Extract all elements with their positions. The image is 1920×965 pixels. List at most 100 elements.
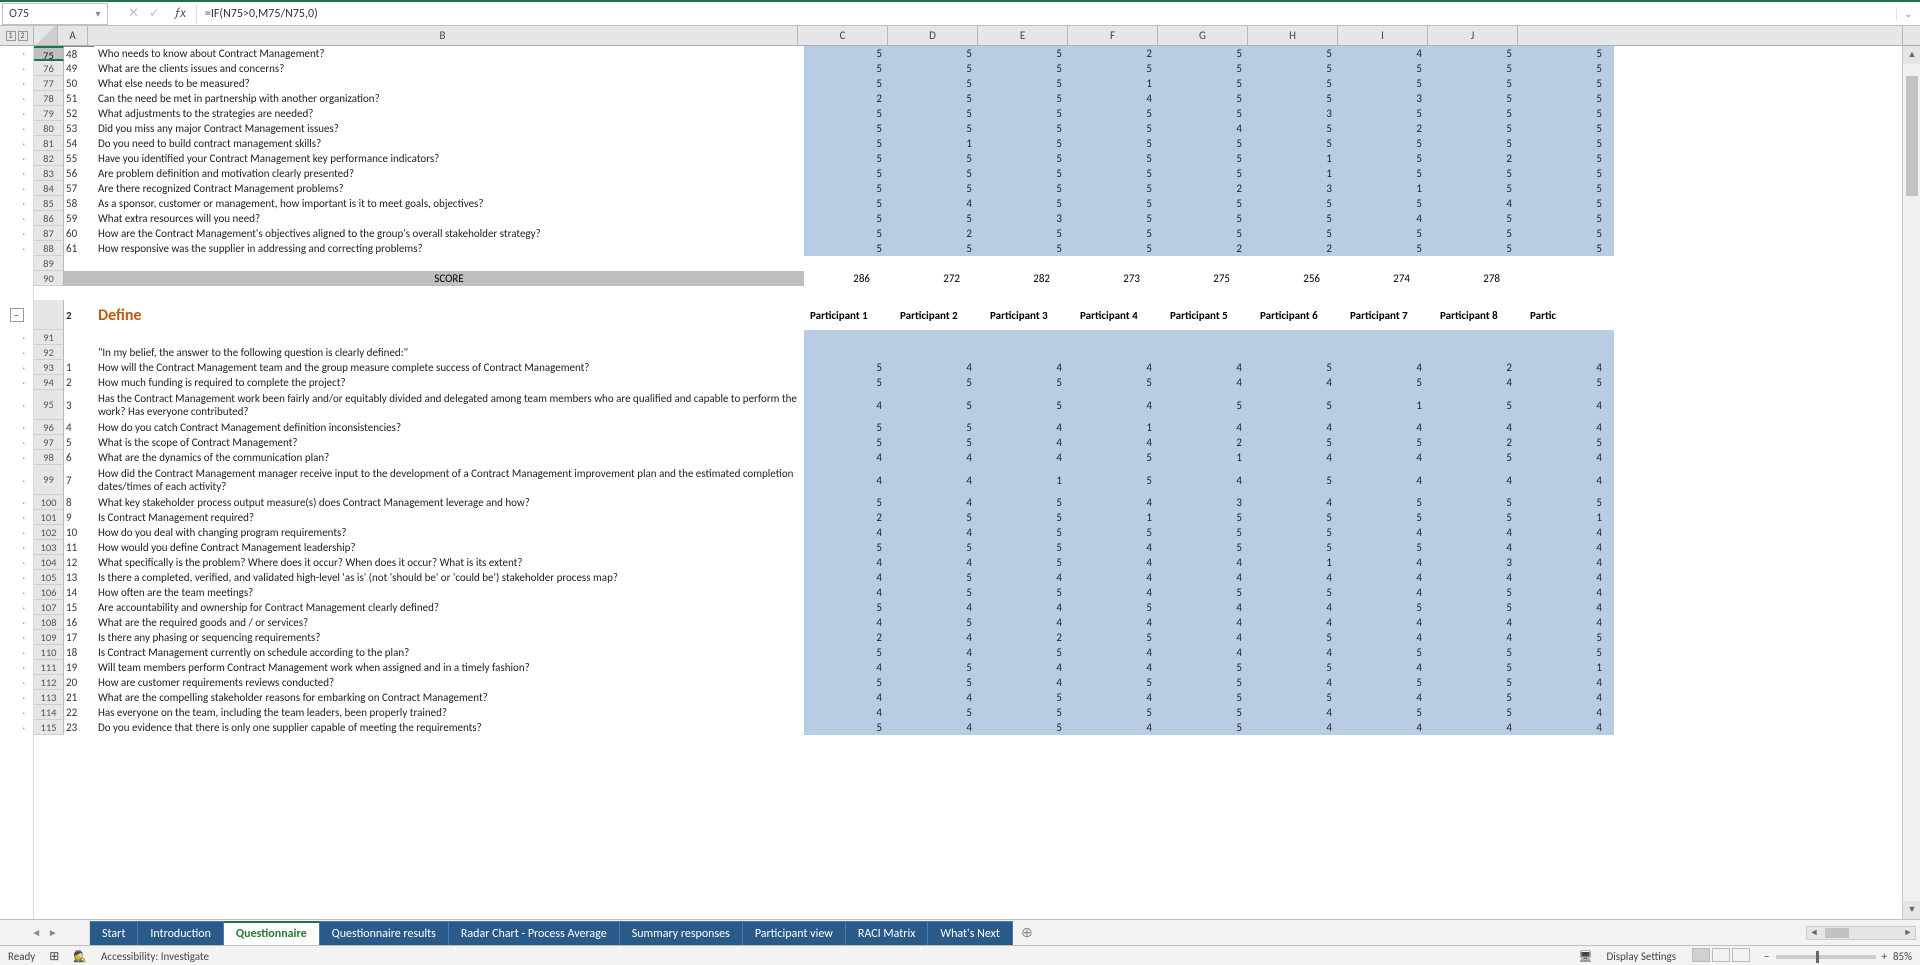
row-header[interactable]: 101 bbox=[34, 510, 64, 525]
cell[interactable]: 5 bbox=[894, 241, 984, 256]
cell[interactable]: 50 bbox=[64, 76, 94, 91]
col-header-D[interactable]: D bbox=[888, 26, 978, 45]
cell[interactable]: 5 bbox=[894, 166, 984, 181]
participant-header[interactable]: Participant 3 bbox=[984, 300, 1074, 330]
cell[interactable]: 5 bbox=[1434, 705, 1524, 720]
cell[interactable]: 5 bbox=[64, 435, 94, 450]
grid-row[interactable]: 8255Have you identified your Contract Ma… bbox=[34, 151, 1902, 166]
cell[interactable]: 2 bbox=[804, 91, 894, 106]
cell[interactable]: 1 bbox=[1074, 510, 1164, 525]
outline-level-buttons[interactable]: 12 bbox=[0, 26, 34, 45]
cell[interactable]: 5 bbox=[1074, 121, 1164, 136]
cell[interactable]: 4 bbox=[1524, 600, 1614, 615]
cell[interactable]: 2 bbox=[804, 630, 894, 645]
cell[interactable]: 5 bbox=[894, 61, 984, 76]
row-header[interactable]: 90 bbox=[34, 271, 64, 286]
cell[interactable]: 5 bbox=[1344, 76, 1434, 91]
cell[interactable]: 5 bbox=[1434, 136, 1524, 151]
cell[interactable]: 15 bbox=[64, 600, 94, 615]
cell[interactable]: 4 bbox=[1254, 450, 1344, 465]
cell[interactable]: 5 bbox=[894, 675, 984, 690]
cell[interactable]: What are the compelling stakeholder reas… bbox=[94, 690, 804, 705]
cell[interactable]: 5 bbox=[804, 136, 894, 151]
cell[interactable]: 4 bbox=[1164, 600, 1254, 615]
cell[interactable]: 5 bbox=[1344, 675, 1434, 690]
cell[interactable] bbox=[894, 330, 984, 345]
row-header[interactable]: 82 bbox=[34, 151, 64, 166]
grid-row[interactable]: 942How much funding is required to compl… bbox=[34, 375, 1902, 390]
grid-row[interactable]: 11220How are customer requirements revie… bbox=[34, 675, 1902, 690]
cell[interactable]: 5 bbox=[1164, 106, 1254, 121]
cell[interactable]: 4 bbox=[1164, 630, 1254, 645]
row-header[interactable]: 95 bbox=[34, 390, 64, 420]
cell[interactable]: 5 bbox=[894, 76, 984, 91]
cell[interactable] bbox=[64, 330, 94, 345]
cell[interactable] bbox=[1254, 345, 1344, 360]
cell[interactable]: 4 bbox=[1074, 495, 1164, 510]
zoom-level[interactable]: 85% bbox=[1893, 950, 1912, 963]
cell[interactable] bbox=[1074, 256, 1164, 271]
cell[interactable]: 5 bbox=[894, 615, 984, 630]
cell[interactable]: 4 bbox=[1074, 360, 1164, 375]
grid-row[interactable]: 10311How would you define Contract Manag… bbox=[34, 540, 1902, 555]
cell[interactable]: 5 bbox=[1524, 375, 1614, 390]
cell[interactable]: 4 bbox=[984, 435, 1074, 450]
row-header[interactable]: 104 bbox=[34, 555, 64, 570]
cell[interactable]: 5 bbox=[1164, 226, 1254, 241]
cell[interactable] bbox=[1524, 330, 1614, 345]
row-header[interactable]: 88 bbox=[34, 241, 64, 256]
cell[interactable]: 5 bbox=[984, 106, 1074, 121]
cell[interactable]: 61 bbox=[64, 241, 94, 256]
zoom-control[interactable]: − + 85% bbox=[1764, 950, 1912, 963]
grid-row[interactable]: 8558As a sponsor, customer or management… bbox=[34, 196, 1902, 211]
select-all-triangle[interactable] bbox=[34, 26, 58, 45]
cell[interactable]: 5 bbox=[984, 121, 1074, 136]
row-header[interactable]: 114 bbox=[34, 705, 64, 720]
cell[interactable]: 5 bbox=[984, 375, 1074, 390]
grid-row[interactable]: 11119Will team members perform Contract … bbox=[34, 660, 1902, 675]
cell[interactable]: How responsive was the supplier in addre… bbox=[94, 241, 804, 256]
col-header-H[interactable]: H bbox=[1248, 26, 1338, 45]
row-header[interactable]: 106 bbox=[34, 585, 64, 600]
cell[interactable]: What are the clients issues and concerns… bbox=[94, 61, 804, 76]
row-header[interactable]: 112 bbox=[34, 675, 64, 690]
cell[interactable]: Is Contract Management required? bbox=[94, 510, 804, 525]
cell[interactable]: What are the dynamics of the communicati… bbox=[94, 450, 804, 465]
cell[interactable]: 4 bbox=[984, 570, 1074, 585]
cell[interactable]: 273 bbox=[1074, 271, 1164, 286]
row-header[interactable]: 85 bbox=[34, 196, 64, 211]
cell[interactable] bbox=[1434, 330, 1524, 345]
cell[interactable] bbox=[804, 256, 894, 271]
row-header[interactable]: 92 bbox=[34, 345, 64, 360]
cell[interactable]: 5 bbox=[1344, 241, 1434, 256]
cell[interactable]: 2 bbox=[1074, 46, 1164, 61]
cell[interactable]: 59 bbox=[64, 211, 94, 226]
cell[interactable]: 5 bbox=[1344, 151, 1434, 166]
cell[interactable]: 4 bbox=[1524, 720, 1614, 735]
cell[interactable]: What is the scope of Contract Management… bbox=[94, 435, 804, 450]
cell[interactable]: 5 bbox=[1164, 510, 1254, 525]
cell[interactable]: 4 bbox=[1344, 555, 1434, 570]
cell[interactable]: 5 bbox=[984, 495, 1074, 510]
cell[interactable]: 5 bbox=[1344, 61, 1434, 76]
row-header[interactable]: 76 bbox=[34, 61, 64, 76]
grid-row[interactable]: 997How did the Contract Management manag… bbox=[34, 465, 1902, 495]
cell[interactable]: What specifically is the problem? Where … bbox=[94, 555, 804, 570]
cell[interactable]: 5 bbox=[1524, 61, 1614, 76]
cell[interactable]: 4 bbox=[1164, 465, 1254, 495]
cell[interactable]: 22 bbox=[64, 705, 94, 720]
grid-row[interactable]: 10412What specifically is the problem? W… bbox=[34, 555, 1902, 570]
cell[interactable]: 14 bbox=[64, 585, 94, 600]
row-header[interactable]: 105 bbox=[34, 570, 64, 585]
sheet-tab[interactable]: Radar Chart - Process Average bbox=[449, 921, 620, 945]
grid-row[interactable]: 7952What adjustments to the strategies a… bbox=[34, 106, 1902, 121]
cell[interactable]: 5 bbox=[1164, 136, 1254, 151]
cell[interactable]: 5 bbox=[1164, 585, 1254, 600]
cell[interactable]: 4 bbox=[894, 720, 984, 735]
cell[interactable]: 4 bbox=[1434, 465, 1524, 495]
cell[interactable]: How do you catch Contract Management def… bbox=[94, 420, 804, 435]
cell[interactable]: 5 bbox=[1524, 435, 1614, 450]
cell[interactable]: How are customer requirements reviews co… bbox=[94, 675, 804, 690]
cell[interactable]: 60 bbox=[64, 226, 94, 241]
grid-row[interactable]: 975What is the scope of Contract Managem… bbox=[34, 435, 1902, 450]
